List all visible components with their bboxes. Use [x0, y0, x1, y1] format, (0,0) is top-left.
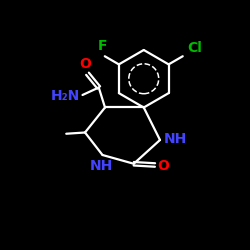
Text: H₂N: H₂N	[51, 89, 80, 103]
Text: NH: NH	[90, 160, 113, 173]
Text: O: O	[158, 159, 169, 173]
Text: F: F	[98, 38, 107, 52]
Text: O: O	[79, 57, 91, 71]
Text: NH: NH	[164, 132, 187, 146]
Text: Cl: Cl	[188, 41, 202, 55]
